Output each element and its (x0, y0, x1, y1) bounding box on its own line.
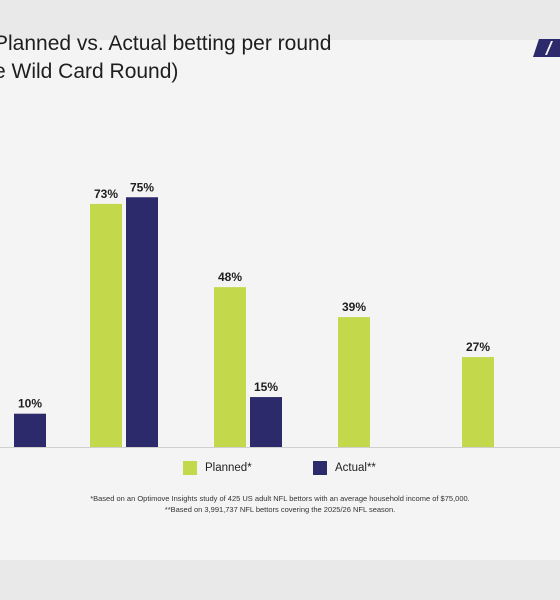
footnote-1: *Based on an Optimove Insights study of … (90, 494, 470, 503)
chart-title-line-2: e Wild Card Round) (0, 60, 179, 83)
legend-label-planned: Planned* (205, 462, 252, 474)
bar-planned-2 (214, 287, 246, 447)
legend-item-planned: Planned* (183, 461, 252, 475)
legend-swatch-planned (183, 461, 197, 475)
chart-title: Planned vs. Actual betting per round e W… (0, 30, 414, 86)
data-label-actual-0: 10% (18, 397, 42, 411)
data-label-actual-1: 75% (130, 180, 154, 194)
brand-logo-icon (533, 39, 560, 57)
legend-label-actual: Actual** (335, 462, 376, 474)
bar-actual-1 (126, 197, 158, 447)
data-label-planned-3: 39% (342, 300, 366, 314)
bar-chart: 10%eason73%75%Regularseason48%15%Wild ca… (0, 180, 560, 448)
bar-planned-1 (90, 203, 122, 447)
bar-actual-0 (14, 413, 46, 447)
footnote-2: **Based on 3,991,737 NFL bettors coverin… (164, 505, 396, 514)
legend-item-actual: Actual** (313, 461, 376, 475)
chart-title-line-1: Planned vs. Actual betting per round (0, 32, 332, 55)
data-label-planned-1: 73% (94, 187, 118, 201)
data-label-planned-4: 27% (466, 340, 490, 354)
legend-swatch-actual (313, 461, 327, 475)
footnotes: *Based on an Optimove Insights study of … (0, 493, 560, 515)
chart-legend: Planned* Actual** (0, 461, 560, 479)
bar-planned-4 (462, 357, 494, 447)
bar-planned-3 (338, 317, 370, 447)
data-label-planned-2: 48% (218, 270, 242, 284)
data-label-actual-2: 15% (254, 380, 278, 394)
bar-actual-2 (250, 397, 282, 447)
